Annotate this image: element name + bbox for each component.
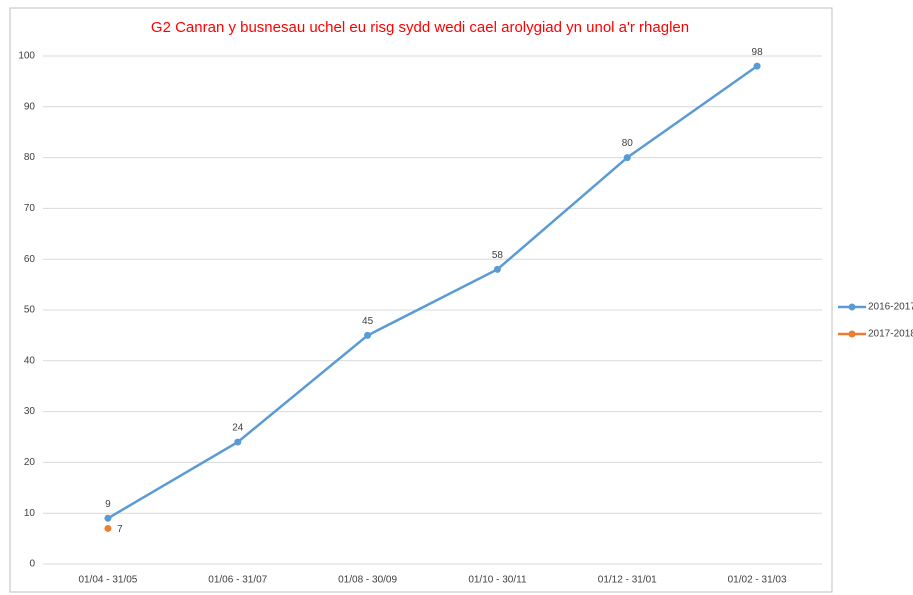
x-tick-label: 01/08 - 30/09	[338, 575, 397, 586]
x-tick-label: 01/06 - 31/07	[208, 575, 267, 586]
series-line	[107, 65, 758, 520]
data-label: 9	[105, 499, 111, 510]
y-tick-label: 70	[24, 203, 36, 214]
y-tick-label: 0	[29, 559, 35, 570]
legend-marker	[848, 330, 856, 338]
y-tick-label: 40	[24, 355, 36, 366]
data-label: 7	[117, 524, 123, 535]
data-point	[104, 524, 112, 532]
y-tick-label: 30	[24, 406, 36, 417]
y-tick-label: 20	[24, 457, 36, 468]
y-tick-label: 100	[18, 51, 35, 62]
legend-label: 2017-2018	[868, 329, 913, 340]
x-tick-label: 01/12 - 31/01	[598, 575, 657, 586]
y-tick-label: 10	[24, 508, 36, 519]
x-tick-label: 01/10 - 30/11	[468, 575, 527, 586]
chart-frame	[9, 7, 833, 593]
data-point	[104, 514, 112, 522]
x-tick-label: 01/04 - 31/05	[78, 575, 137, 586]
data-point	[234, 438, 242, 446]
y-tick-label: 90	[24, 101, 36, 112]
x-tick-label: 01/02 - 31/03	[728, 575, 787, 586]
data-label: 98	[752, 47, 764, 58]
y-tick-label: 60	[24, 254, 36, 265]
data-label: 58	[492, 250, 504, 261]
data-point	[753, 62, 761, 70]
data-point	[364, 331, 372, 339]
data-point	[623, 154, 631, 162]
legend-marker	[848, 303, 856, 311]
y-tick-label: 50	[24, 305, 36, 316]
data-point	[493, 265, 501, 273]
y-tick-label: 80	[24, 152, 36, 163]
chart-title: G2 Canran y busnesau uchel eu risg sydd …	[151, 19, 689, 36]
data-label: 80	[622, 138, 634, 149]
data-label: 45	[362, 316, 374, 327]
data-label: 24	[232, 423, 244, 434]
legend-label: 2016-2017	[868, 302, 913, 313]
